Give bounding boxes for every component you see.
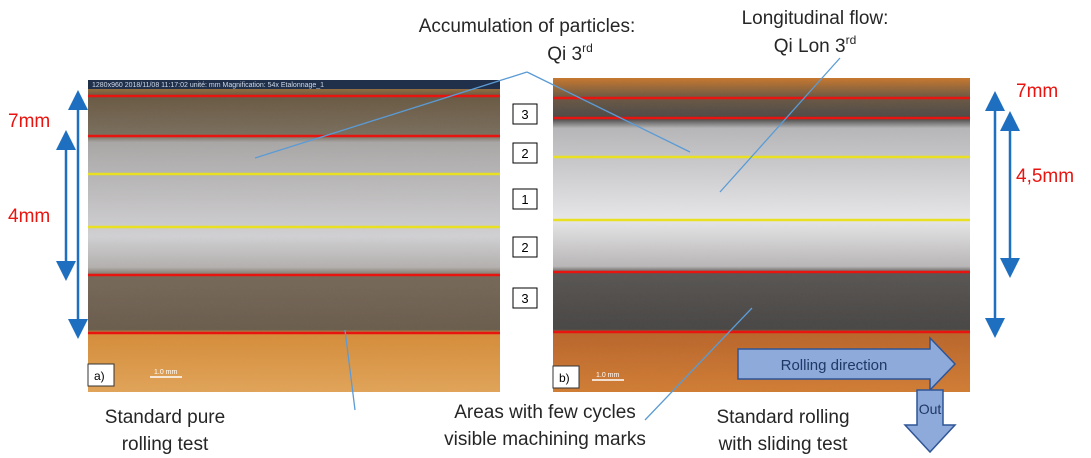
zone-box <box>512 236 538 258</box>
red-lines <box>553 96 970 334</box>
zone-box <box>512 287 538 309</box>
panel-label-box <box>552 365 580 389</box>
zone-label: 2 <box>521 240 528 255</box>
out-arrow <box>903 389 957 454</box>
micrograph-b <box>553 78 970 392</box>
panel-b: b) 1.0 mm Rolling direction Out <box>552 78 970 454</box>
dimensions: 7mm 4mm 7mm 4,5mm <box>8 81 1074 339</box>
leader-line <box>344 329 356 411</box>
leader-line <box>644 307 753 421</box>
info-bar-text: 1280x960 2018/11/08 11:17:02 unité: mm M… <box>92 82 324 89</box>
annotation: visible machining marks <box>444 429 646 450</box>
panel-label-box <box>87 363 115 387</box>
panel-a: 1280x960 2018/11/08 11:17:02 unité: mm M… <box>87 80 500 392</box>
zone-boxes: 3 2 1 2 3 <box>512 103 538 309</box>
caption: Standard pure <box>105 407 225 428</box>
micrograph-a <box>88 80 500 392</box>
panel-label: b) <box>559 371 570 385</box>
annotation: Qi Lon 3rd <box>774 33 857 57</box>
annotation: Accumulation of particles: <box>419 16 636 37</box>
zone-label: 3 <box>521 107 528 122</box>
annotation-sup: rd <box>582 41 593 55</box>
rolling-direction-label: Rolling direction <box>781 357 888 374</box>
zone-label: 2 <box>521 146 528 161</box>
annotation: Qi 3rd <box>547 41 593 65</box>
leader-lines <box>254 57 841 421</box>
leader-line <box>254 71 528 159</box>
inner-width-label: 4,5mm <box>1016 166 1074 187</box>
info-bar <box>88 80 500 89</box>
red-lines <box>88 94 500 335</box>
caption: Standard rolling <box>716 407 849 428</box>
zone-box <box>512 103 538 125</box>
yellow-lines <box>88 172 500 229</box>
zone-box <box>512 188 538 210</box>
annotation-text: Qi 3 <box>547 44 582 65</box>
annotation-sup: rd <box>846 33 857 47</box>
caption: rolling test <box>122 434 209 455</box>
scale-bar-label: 1.0 mm <box>154 369 178 376</box>
outer-width-label: 7mm <box>8 111 50 132</box>
yellow-lines <box>553 155 970 222</box>
outer-width-label: 7mm <box>1016 81 1058 102</box>
annotation: Longitudinal flow: <box>742 8 889 29</box>
zone-box <box>512 142 538 164</box>
out-label: Out <box>919 401 942 417</box>
inner-width-label: 4mm <box>8 206 50 227</box>
annotation-text: Qi Lon 3 <box>774 36 846 57</box>
panel-label: a) <box>94 369 105 383</box>
annotation: Areas with few cycles <box>454 402 636 423</box>
zone-label: 3 <box>521 291 528 306</box>
zone-label: 1 <box>521 192 528 207</box>
caption: with sliding test <box>718 434 849 455</box>
leader-line <box>526 71 691 153</box>
rolling-arrow <box>737 336 957 392</box>
scale-bar-label: 1.0 mm <box>596 372 620 379</box>
leader-line <box>719 57 841 193</box>
